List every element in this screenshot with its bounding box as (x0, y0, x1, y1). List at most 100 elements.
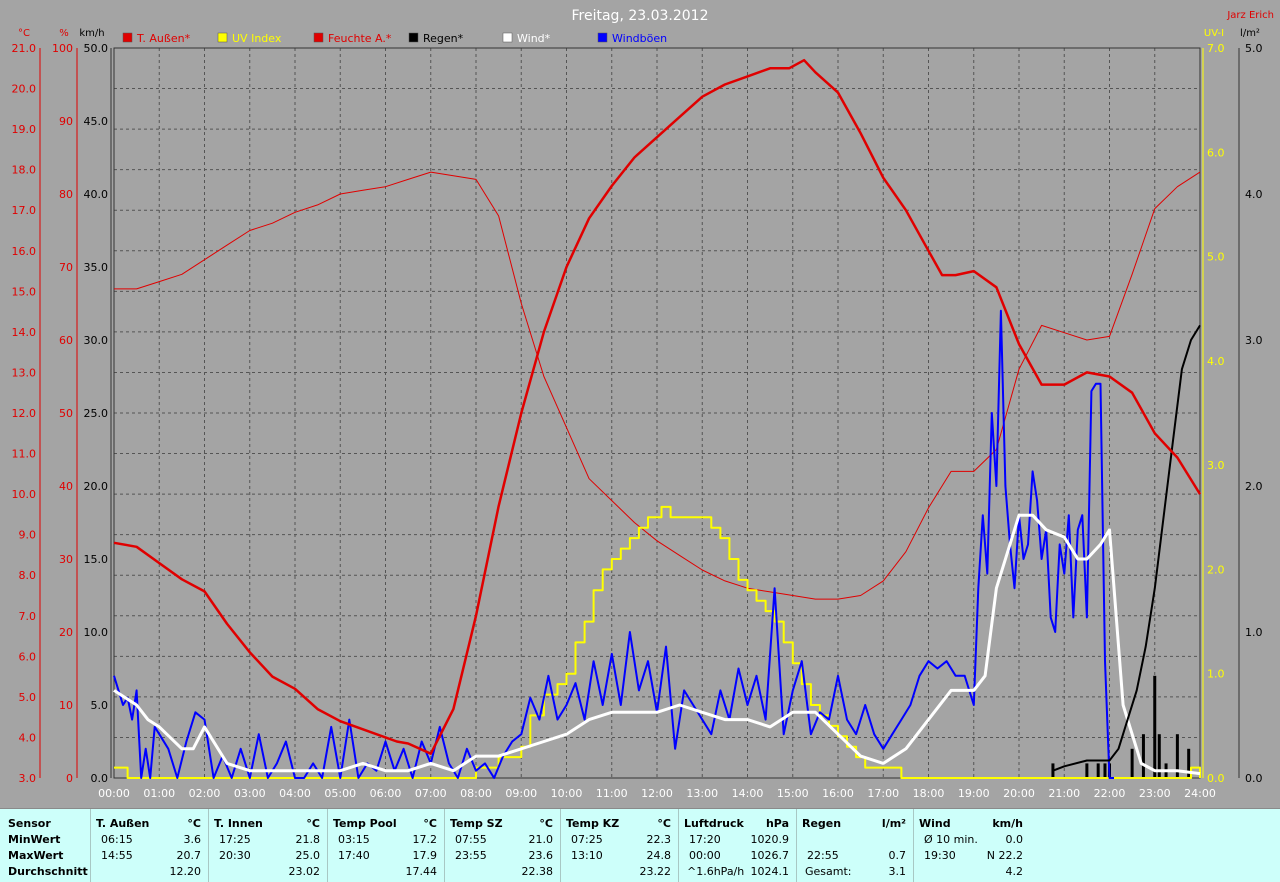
stats-sensor-name: T. Innen (214, 817, 263, 830)
x-tick-label: 11:00 (596, 787, 628, 800)
temp-tick-label: 6.0 (19, 650, 37, 663)
temp-tick-label: 16.0 (12, 245, 37, 258)
stats-sensor-name: Regen (802, 817, 842, 830)
stats-max-time: 17:40 (338, 849, 370, 862)
series-line (1052, 324, 1201, 772)
weather-chart: Freitag, 23.03.2012 Jarz Erich 3.0 4.0 5.0 6.… (12, 8, 1275, 800)
author-label: Jarz Erich (1226, 10, 1274, 21)
legend-label: Regen* (423, 32, 464, 45)
series-line (113, 58, 1202, 755)
wind-tick-label: 40.0 (84, 188, 109, 201)
humidity-tick-label: 90 (59, 115, 73, 128)
stats-sensor-name: Luftdruck (684, 817, 744, 830)
stats-avg-value: 3.1 (888, 865, 907, 878)
stats-max-time: 20:30 (219, 849, 251, 862)
temp-tick-label: 11.0 (12, 448, 37, 461)
wind-tick-label: 50.0 (84, 42, 109, 55)
stats-sensor-name: Temp KZ (566, 817, 620, 830)
stats-avg-value: 23.22 (639, 865, 672, 878)
rain-bar (1141, 734, 1145, 778)
rain-bar (1096, 763, 1100, 778)
legend-label: UV Index (232, 32, 282, 45)
rain-bar (1153, 675, 1157, 778)
rain-axis: 0.0 1.0 2.0 3.0 4.0 5.0 l/m² (1240, 28, 1262, 785)
temp-tick-label: 21.0 (12, 42, 37, 55)
stats-min-time: 07:55 (455, 833, 487, 846)
uv-tick-label: 6.0 (1207, 146, 1225, 159)
temp-tick-label: 19.0 (12, 123, 37, 136)
stats-unit: °C (423, 817, 437, 830)
legend-swatch (597, 32, 608, 43)
temp-tick-label: 14.0 (12, 326, 37, 339)
stats-avg-value: 12.20 (169, 865, 202, 878)
stats-min-value: 21.0 (528, 833, 554, 846)
x-tick-label: 05:00 (324, 787, 356, 800)
humidity-tick-label: 10 (59, 699, 73, 712)
x-tick-label: 12:00 (641, 787, 673, 800)
humidity-tick-label: 50 (59, 407, 73, 420)
uv-tick-label: 5.0 (1207, 251, 1225, 264)
stats-column: T. Außen °C 06:15 3.6 14:55 20.7 12.20 (90, 809, 207, 882)
legend-swatch (122, 32, 133, 43)
stats-max-time: 13:10 (571, 849, 603, 862)
wind-tick-label: 30.0 (84, 334, 109, 347)
humidity-tick-label: 30 (59, 553, 73, 566)
stats-avg-label: ^1.6hPa/h (687, 865, 745, 878)
stats-avg-value: 22.38 (521, 865, 554, 878)
grid (113, 47, 1201, 779)
wind-axis: 0.0 5.0 10.0 15.0 20.0 25.0 30.0 35.0 40.0 45.0 50… (79, 28, 108, 785)
stats-max-time: 22:55 (807, 849, 839, 862)
stats-sensor-name: Temp SZ (450, 817, 503, 830)
stats-column: Temp SZ °C 07:55 21.0 23:55 23.6 22.38 (444, 809, 559, 882)
stats-sensor-name: Wind (919, 817, 951, 830)
wind-tick-label: 35.0 (84, 261, 109, 274)
temp-tick-label: 8.0 (19, 569, 37, 582)
x-tick-label: 17:00 (867, 787, 899, 800)
stats-avg-value: 17.44 (405, 865, 438, 878)
rain-bar (1157, 734, 1161, 778)
stats-min-time: 03:15 (338, 833, 370, 846)
stats-max-value: 0.7 (888, 849, 907, 862)
plot-border (113, 47, 1201, 779)
legend-swatch (502, 32, 513, 43)
x-tick-label: 14:00 (732, 787, 764, 800)
series-line (113, 513, 1201, 776)
humidity-tick-label: 70 (59, 261, 73, 274)
stats-max-value: 17.9 (412, 849, 438, 862)
humidity-axis: 0 10 20 30 40 50 60 70 80 90 100% (52, 28, 73, 785)
humidity-tick-label: 100 (52, 42, 73, 55)
stats-min-value: 1020.9 (750, 833, 790, 846)
stats-min-value: 17.2 (412, 833, 438, 846)
wind-tick-label: 5.0 (91, 699, 109, 712)
x-tick-label: 03:00 (234, 787, 266, 800)
temp-tick-label: 17.0 (12, 204, 37, 217)
stats-min-time: 07:25 (571, 833, 603, 846)
stats-min-value: 21.8 (295, 833, 321, 846)
x-tick-label: 02:00 (189, 787, 221, 800)
rain-tick-label: 2.0 (1245, 480, 1263, 493)
x-tick-label: 23:00 (1139, 787, 1171, 800)
series-line (114, 171, 1201, 600)
uv-axis: 0.0 1.0 2.0 3.0 4.0 5.0 6.0 7.0 UV-I (1204, 28, 1225, 785)
x-tick-label: 22:00 (1094, 787, 1126, 800)
uv-tick-label: 2.0 (1207, 563, 1225, 576)
wind-unit-label: km/h (79, 28, 104, 39)
stats-unit: km/h (992, 817, 1023, 830)
stats-column: Temp KZ °C 07:25 22.3 13:10 24.8 23.22 (560, 809, 677, 882)
stats-max-time: 00:00 (689, 849, 721, 862)
stats-column: Regen l/m² 22:55 0.7 Gesamt: 3.1 (796, 809, 912, 882)
stats-column: T. Innen °C 17:25 21.8 20:30 25.0 23.02 (208, 809, 326, 882)
x-tick-label: 06:00 (370, 787, 402, 800)
stats-max-time: 19:30 (924, 849, 956, 862)
wind-tick-label: 20.0 (84, 480, 109, 493)
stats-column: Luftdruck hPa 17:20 1020.9 00:00 1026.7 ^1.6hP… (678, 809, 795, 882)
legend-label: Feuchte A.* (328, 32, 392, 45)
stats-max-value: 20.7 (176, 849, 202, 862)
stats-avg-label: Gesamt: (805, 865, 852, 878)
temp-tick-label: 12.0 (12, 407, 37, 420)
stats-unit: °C (187, 817, 201, 830)
stats-min-time: 17:20 (689, 833, 721, 846)
x-tick-label: 24:00 (1184, 787, 1216, 800)
x-tick-label: 18:00 (913, 787, 945, 800)
rain-bar (1175, 734, 1179, 778)
